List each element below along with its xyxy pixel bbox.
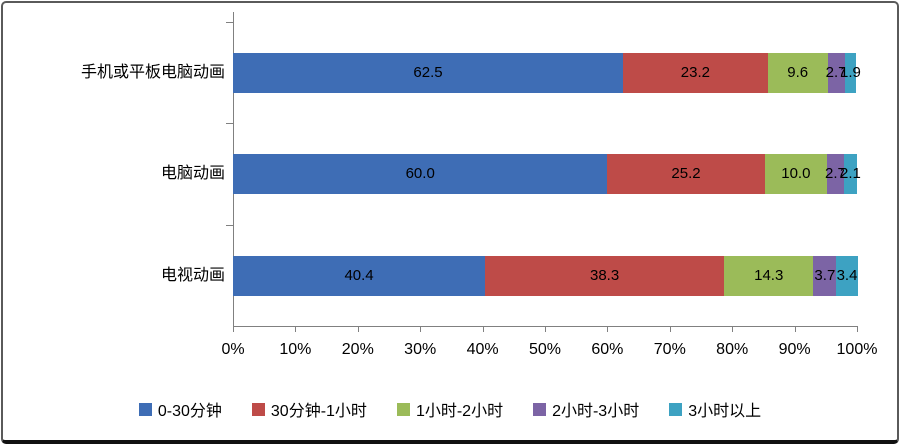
legend-marker-icon bbox=[396, 402, 410, 416]
x-axis-tick-label: 100% bbox=[836, 341, 878, 358]
x-axis-tick bbox=[607, 327, 609, 332]
x-axis-tick-label: 90% bbox=[778, 341, 811, 358]
bar-segment bbox=[607, 154, 765, 194]
x-axis-tick bbox=[857, 327, 858, 332]
bar-segment bbox=[844, 53, 857, 93]
bar-value-label: 14.3 bbox=[754, 267, 784, 284]
bar-value-label: 38.3 bbox=[589, 267, 620, 284]
legend-label: 2小时-3小时 bbox=[552, 403, 640, 420]
bar-value-label: 2.1 bbox=[840, 165, 861, 182]
x-axis-tick bbox=[669, 327, 671, 332]
bar-value-label: 25.2 bbox=[671, 165, 701, 182]
legend-item: 2小时-3小时 bbox=[533, 397, 639, 421]
plot-area: 0% 10% 20% 30% 40% 50% 60% 70% 80% 90% 100% 手机或平板电脑… bbox=[3, 3, 897, 440]
bar-value-label: 2.7 bbox=[825, 64, 847, 81]
legend-marker-icon bbox=[251, 402, 265, 416]
bar-segment bbox=[836, 256, 858, 296]
x-axis-tick bbox=[794, 327, 796, 332]
legend-marker-icon bbox=[138, 402, 152, 416]
legend-label: 1小时-2小时 bbox=[415, 403, 504, 420]
bar-segment bbox=[623, 53, 768, 93]
x-axis-line bbox=[233, 326, 858, 327]
bar-segment bbox=[843, 154, 857, 194]
bar-segment bbox=[233, 256, 486, 296]
category-label: 电视动画 bbox=[160, 267, 225, 284]
x-axis-tick bbox=[420, 327, 422, 332]
bar-segment bbox=[827, 154, 844, 194]
x-axis-tick-label: 60% bbox=[591, 341, 624, 358]
legend-label: 0-30分钟 bbox=[157, 403, 222, 420]
legend-item: 3小时以上 bbox=[669, 397, 761, 421]
x-axis-tick-label: 20% bbox=[341, 341, 374, 358]
bar-value-label: 62.5 bbox=[413, 64, 443, 81]
legend-marker-icon bbox=[533, 402, 547, 416]
x-axis-tick bbox=[545, 327, 546, 332]
bar-segment bbox=[724, 256, 814, 296]
x-axis-tick-label: 30% bbox=[404, 341, 437, 358]
legend-marker-icon bbox=[669, 402, 683, 416]
bar-segment bbox=[485, 256, 725, 296]
bar-segment bbox=[764, 154, 828, 194]
bar-segment bbox=[767, 53, 828, 93]
x-axis-tick-label: 40% bbox=[466, 341, 499, 358]
x-axis-tick bbox=[295, 327, 297, 332]
x-axis-tick bbox=[482, 327, 484, 332]
x-axis-tick-label: 10% bbox=[279, 341, 312, 358]
legend-item: 1小时-2小时 bbox=[396, 397, 504, 421]
x-axis-tick bbox=[357, 327, 359, 332]
category-label: 手机或平板电脑动画 bbox=[80, 64, 225, 81]
y-axis-category-tick bbox=[226, 225, 233, 226]
bar-value-label: 10.0 bbox=[781, 165, 811, 182]
legend-item: 0-30分钟 bbox=[138, 397, 222, 421]
bar-value-label: 60.0 bbox=[405, 165, 435, 182]
x-axis-tick-label: 70% bbox=[653, 341, 686, 358]
x-axis-tick-label: 50% bbox=[528, 341, 562, 358]
bar-value-label: 23.2 bbox=[680, 64, 710, 81]
x-axis-tick bbox=[732, 327, 734, 332]
bar-value-label: 2.7 bbox=[825, 165, 846, 182]
x-axis-tick-label: 0% bbox=[221, 341, 245, 358]
y-axis-category-tick bbox=[226, 22, 233, 23]
bar-value-label: 9.6 bbox=[787, 64, 809, 81]
category-label: 电脑动画 bbox=[160, 165, 225, 182]
chart-legend: 0-30分钟 30分钟-1小时 1小时-2小时 2小时-3小时 3小时以上 bbox=[3, 391, 897, 427]
bar-segment bbox=[827, 53, 845, 93]
bar-segment bbox=[233, 154, 608, 194]
legend-item: 30分钟-1小时 bbox=[251, 397, 367, 421]
bar-value-label: 40.4 bbox=[344, 267, 374, 284]
bar-segment bbox=[233, 53, 623, 93]
x-axis-tick bbox=[233, 327, 234, 332]
bar-segment bbox=[813, 256, 837, 296]
y-axis-category-tick bbox=[226, 123, 233, 124]
bar-value-label: 3.7 bbox=[814, 267, 836, 284]
legend-label: 3小时以上 bbox=[688, 403, 762, 420]
bar-value-label: 3.4 bbox=[836, 267, 858, 284]
bar-value-label: 1.9 bbox=[840, 64, 861, 81]
x-axis-tick-label: 80% bbox=[716, 341, 749, 358]
legend-label: 30分钟-1小时 bbox=[270, 403, 367, 420]
